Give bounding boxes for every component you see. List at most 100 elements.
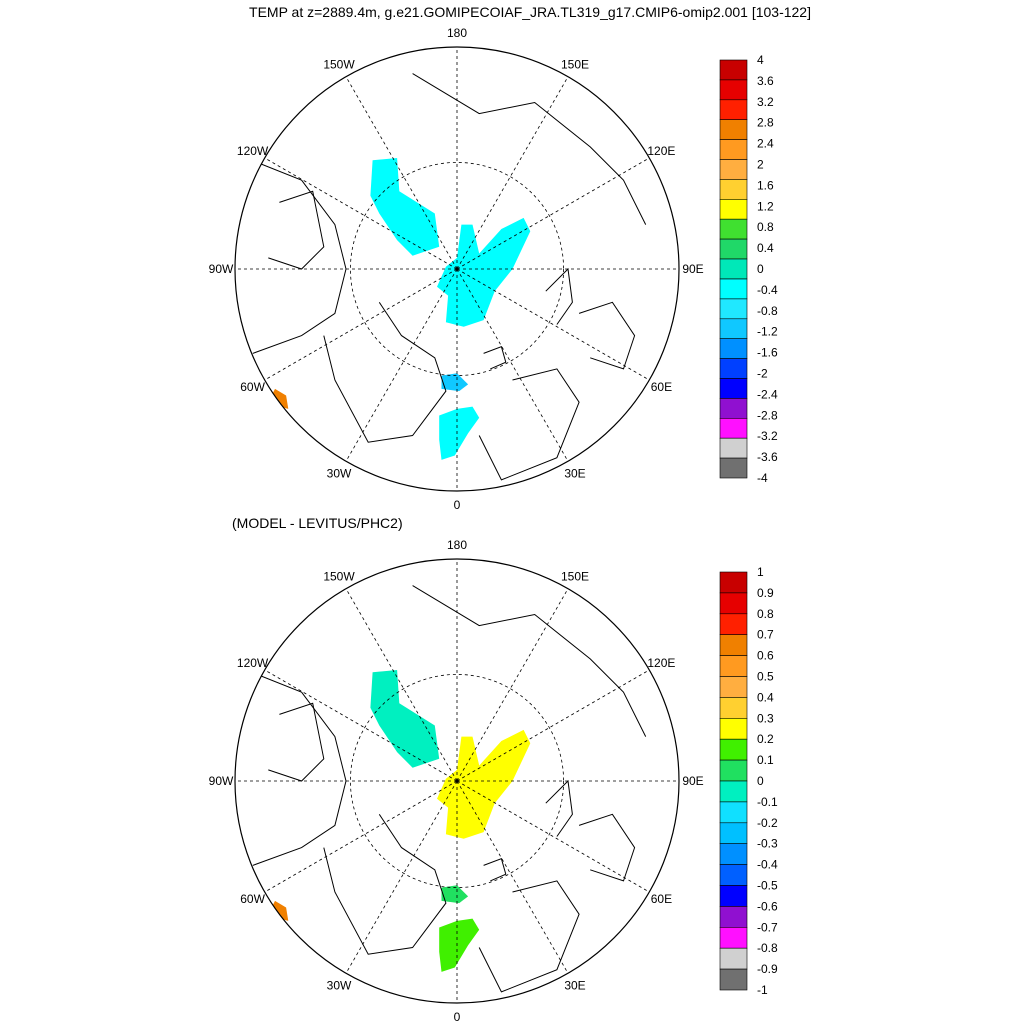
- longitude-label: 30E: [564, 978, 585, 992]
- region-lomonosov-makarov: [437, 729, 531, 839]
- coastline: [268, 702, 325, 782]
- longitude-label: 120E: [647, 144, 675, 158]
- longitude-label: 60E: [651, 892, 672, 906]
- colorbar-label: -0.8: [757, 304, 778, 318]
- colorbar-label: 2.4: [757, 137, 774, 151]
- colorbar-label: -3.2: [757, 429, 778, 443]
- colorbar-box: [719, 822, 748, 844]
- colorbar-box: [719, 258, 748, 280]
- colorbar-label: 0.9: [757, 586, 774, 600]
- colorbar-label: 1.2: [757, 199, 774, 213]
- meridian-line: [264, 669, 458, 782]
- colorbar-label: 0.2: [757, 732, 774, 746]
- longitude-label: 180: [447, 538, 467, 552]
- region-irminger-sea: [270, 900, 289, 921]
- coastline: [483, 346, 507, 370]
- meridian-line: [456, 780, 569, 974]
- colorbar-label: 2: [757, 158, 764, 172]
- colorbar-box: [719, 885, 748, 907]
- colorbar-box: [719, 697, 748, 719]
- longitude-label: 90W: [209, 262, 234, 276]
- colorbar-box: [719, 947, 748, 970]
- colorbar-box: [719, 179, 748, 200]
- longitude-label: 30W: [327, 466, 352, 480]
- colorbar-box: [719, 801, 748, 824]
- colorbar-label: -0.5: [757, 879, 778, 893]
- colorbar-box: [719, 437, 748, 459]
- meridian-line: [264, 157, 458, 270]
- meridian-line: [345, 76, 458, 270]
- colorbar-label: -0.8: [757, 941, 778, 955]
- colorbar-label: 4: [757, 53, 764, 67]
- colorbar-label: 0.4: [757, 690, 774, 704]
- colorbar-label: 0.3: [757, 711, 774, 725]
- coastline: [578, 813, 636, 882]
- region-greenland-sea: [439, 918, 480, 972]
- longitude-label: 150W: [323, 570, 355, 584]
- meridian-line: [456, 268, 569, 462]
- coastline: [578, 301, 636, 370]
- coastline: [412, 585, 647, 737]
- colorbar-box: [719, 139, 748, 160]
- coastline: [268, 190, 325, 270]
- meridian-line: [264, 268, 458, 381]
- map-area: [235, 47, 679, 491]
- longitude-label: 60W: [240, 892, 265, 906]
- coastline: [478, 368, 580, 481]
- coastline: [545, 267, 573, 325]
- coastline: [478, 880, 580, 993]
- colorbar-label: -0.7: [757, 920, 778, 934]
- colorbar-box: [719, 99, 748, 121]
- coastline: [483, 858, 507, 882]
- colorbar-label: 0.8: [757, 220, 774, 234]
- colorbar-label: -2: [757, 367, 768, 381]
- longitude-label: 150E: [561, 570, 589, 584]
- colorbar-label: 0.7: [757, 628, 774, 642]
- colorbar-label: -0.6: [757, 899, 778, 913]
- longitude-label: 120W: [237, 656, 269, 670]
- colorbar-label: -1.6: [757, 346, 778, 360]
- colorbar-label: 0.6: [757, 649, 774, 663]
- colorbar-label: -3.6: [757, 450, 778, 464]
- longitude-label: 90E: [682, 774, 703, 788]
- meridian-line: [345, 780, 458, 974]
- colorbar-box: [719, 571, 748, 594]
- colorbar-box: [719, 159, 748, 180]
- coastline: [245, 669, 347, 866]
- colorbar-label: 2.8: [757, 116, 774, 130]
- latitude-circle: [349, 161, 564, 376]
- colorbar-label: -0.4: [757, 858, 778, 872]
- meridian-line: [456, 157, 650, 270]
- longitude-label: 0: [454, 1010, 461, 1024]
- colorbar-label: -0.2: [757, 816, 778, 830]
- colorbar-box: [719, 59, 748, 81]
- meridian-line: [456, 76, 569, 270]
- colorbar-box: [719, 398, 748, 419]
- coastline: [545, 779, 573, 837]
- colorbar-box: [719, 676, 748, 698]
- region-greenland-sea: [439, 406, 480, 460]
- colorbar-box: [719, 218, 748, 240]
- colorbar-box: [719, 457, 748, 479]
- colorbar-box: [719, 278, 748, 300]
- coastline: [323, 302, 447, 443]
- meridian-line: [264, 780, 458, 893]
- longitude-label: 180: [447, 26, 467, 40]
- colorbar-box: [719, 634, 748, 656]
- colorbar-box: [719, 298, 748, 320]
- longitude-label: 120W: [237, 144, 269, 158]
- colorbar-label: 0: [757, 774, 764, 788]
- polar-map-panel-2: 180 150E 120E 90E 60E 30E 0 30W 60W 90W 120W 150W 1 0…: [209, 538, 778, 1024]
- map-border: [234, 558, 680, 1004]
- colorbar-box: [719, 378, 748, 399]
- meridian-line: [456, 669, 650, 782]
- longitude-label: 30W: [327, 978, 352, 992]
- colorbar-box: [719, 238, 748, 260]
- colorbar-label: 0.4: [757, 241, 774, 255]
- longitude-label: 90E: [682, 262, 703, 276]
- longitude-label: 120E: [647, 656, 675, 670]
- colorbar-label: 0: [757, 262, 764, 276]
- colorbar-label: -1.2: [757, 325, 778, 339]
- colorbar-label: 1.6: [757, 178, 774, 192]
